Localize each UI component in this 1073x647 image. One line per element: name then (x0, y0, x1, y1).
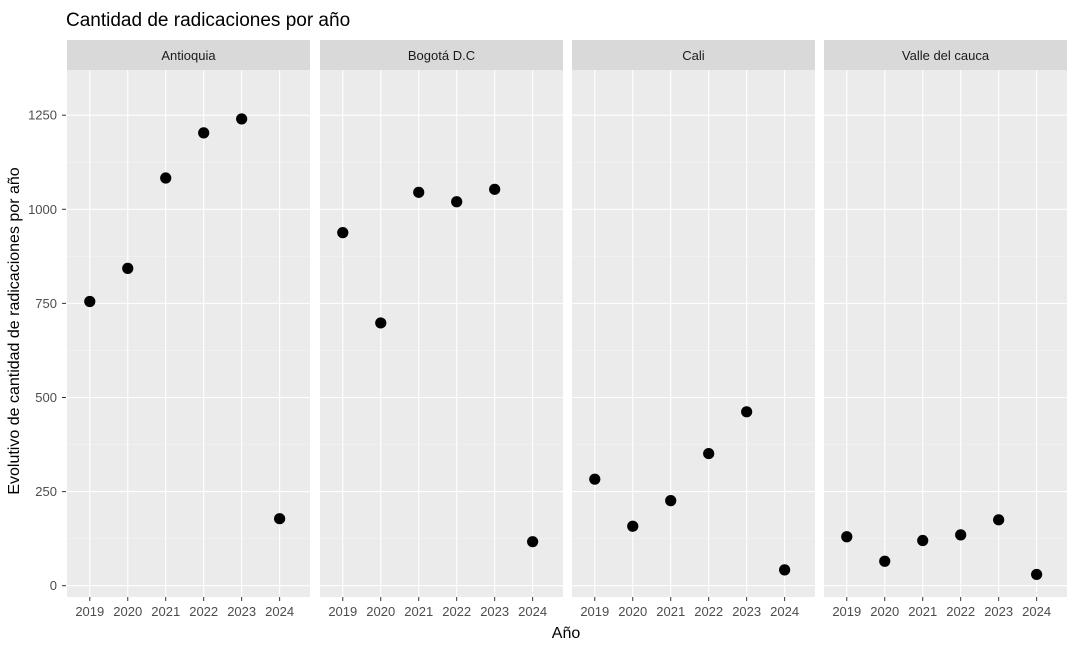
y-tick-label: 1000 (28, 202, 57, 217)
x-axis-title: Año (552, 625, 581, 642)
y-axis: 0 250 500 750 1000 1250 (28, 108, 66, 593)
data-point (337, 227, 349, 239)
chart-title: Cantidad de radicaciones por año (66, 10, 350, 31)
x-tick-label: 2022 (189, 604, 218, 619)
x-tick-label: 2021 (908, 604, 937, 619)
y-tick-label: 250 (35, 484, 57, 499)
data-point (236, 113, 248, 125)
x-tick-label: 2021 (404, 604, 433, 619)
x-tick-label: 2021 (656, 604, 685, 619)
x-tick-label: 2021 (151, 604, 180, 619)
facet-panel: Antioquia 2019 2020 2021 2022 2023 2024 (67, 40, 310, 619)
facet-panel: Valle del cauca 2019 2020 2021 2022 2023 2024 (824, 40, 1067, 619)
panel-background (572, 70, 815, 597)
panel-background (67, 70, 310, 597)
x-tick-label: 2024 (1022, 604, 1051, 619)
data-point (375, 317, 387, 329)
x-tick-label: 2022 (694, 604, 723, 619)
x-tick-label: 2019 (580, 604, 609, 619)
data-point (160, 172, 172, 184)
data-point (413, 186, 425, 198)
data-point (527, 536, 539, 548)
facet-strip (67, 40, 310, 70)
y-axis-title: Evolutivo de cantidad de radicaciones po… (6, 167, 23, 494)
data-point (122, 262, 134, 274)
facet-strip (572, 40, 815, 70)
x-tick-label: 2023 (984, 604, 1013, 619)
facet-strip (320, 40, 563, 70)
x-tick-label: 2020 (113, 604, 142, 619)
facet-strip-label: Bogotá D.C (408, 48, 475, 63)
data-point (451, 196, 463, 208)
y-tick-label: 500 (35, 390, 57, 405)
data-point (703, 447, 715, 460)
data-point (1031, 568, 1043, 581)
x-tick-label: 2023 (480, 604, 509, 619)
x-tick-label: 2022 (946, 604, 975, 619)
facet-panel: Cali 2019 2020 2021 2022 2023 2024 (572, 40, 815, 619)
panel-background (320, 70, 563, 597)
x-tick-label: 2020 (366, 604, 395, 619)
data-point (917, 534, 929, 547)
data-point (589, 473, 601, 485)
x-tick-label: 2024 (518, 604, 547, 619)
data-point (879, 555, 891, 567)
x-tick-label: 2020 (870, 604, 899, 619)
x-tick-label: 2020 (618, 604, 647, 619)
x-tick-label: 2024 (265, 604, 294, 619)
data-point (741, 406, 753, 418)
data-point (274, 513, 286, 525)
panel-background (824, 70, 1067, 597)
x-tick-label: 2023 (227, 604, 256, 619)
x-tick-label: 2023 (732, 604, 761, 619)
facet-strip-label: Cali (682, 48, 705, 63)
data-point (627, 520, 639, 532)
x-tick-label: 2019 (75, 604, 104, 619)
x-tick-label: 2024 (770, 604, 799, 619)
x-tick-label: 2019 (832, 604, 861, 619)
data-point (489, 183, 501, 195)
facet-strip-label: Valle del cauca (902, 48, 990, 63)
facet-strip (824, 40, 1067, 70)
y-tick-label: 1250 (28, 108, 57, 123)
y-tick-label: 750 (35, 296, 57, 311)
data-point (665, 495, 677, 507)
data-point (955, 529, 967, 541)
data-point (198, 127, 210, 139)
data-point (779, 564, 791, 576)
y-tick-label: 0 (50, 578, 57, 593)
facet-strip-label: Antioquia (161, 48, 216, 63)
data-point (993, 514, 1005, 526)
data-point (841, 531, 853, 543)
x-tick-label: 2019 (328, 604, 357, 619)
facet-panel: Bogotá D.C 2019 2020 2021 2022 2023 2024 (320, 40, 563, 619)
data-point (84, 295, 96, 308)
x-tick-label: 2022 (442, 604, 471, 619)
